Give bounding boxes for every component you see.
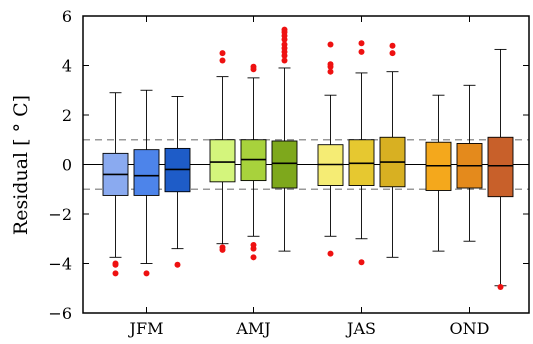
outlier-point xyxy=(250,66,257,73)
outlier-point xyxy=(327,68,334,75)
y-tick-label: 2 xyxy=(62,106,72,125)
outlier-point xyxy=(250,254,257,261)
outlier-point xyxy=(281,57,288,64)
outlier-point xyxy=(112,261,119,268)
y-tick-label: 0 xyxy=(62,156,72,175)
outlier-point xyxy=(389,42,396,49)
y-tick-label: −6 xyxy=(48,304,72,323)
outlier-point xyxy=(250,245,257,252)
outlier-point xyxy=(497,284,504,291)
box-ond-1 xyxy=(425,94,452,252)
outlier-point xyxy=(219,57,226,64)
box-jas-2 xyxy=(348,40,375,266)
outlier-point xyxy=(327,41,334,48)
box-jfm-3 xyxy=(164,95,191,268)
box-amj-2 xyxy=(240,63,267,261)
box-jfm-2 xyxy=(133,89,160,277)
box-amj-1 xyxy=(209,50,236,253)
box-body xyxy=(133,149,160,196)
y-tick-label: 6 xyxy=(62,7,72,26)
y-tick-label: −2 xyxy=(48,205,72,224)
outlier-point xyxy=(327,250,334,257)
outlier-point xyxy=(219,246,226,253)
outlier-point xyxy=(327,63,334,70)
y-tick-label: 4 xyxy=(62,57,72,76)
box-ond-3 xyxy=(487,48,514,291)
outlier-point xyxy=(174,261,181,268)
box-body xyxy=(209,139,236,183)
y-axis-label: Residual [ ° C] xyxy=(10,95,32,235)
x-tick-label: JFM xyxy=(128,319,164,338)
x-tick-label: OND xyxy=(450,319,490,338)
outlier-point xyxy=(143,270,150,277)
box-body xyxy=(487,136,514,198)
box-ond-2 xyxy=(456,84,483,242)
plot-frame xyxy=(82,15,530,314)
outlier-point xyxy=(281,36,288,43)
x-tick-label: AMJ xyxy=(235,319,270,338)
outlier-point xyxy=(112,270,119,277)
y-tick-label: −4 xyxy=(48,255,72,274)
x-tick-label: JAS xyxy=(345,319,376,338)
outlier-point xyxy=(358,259,365,266)
box-amj-3 xyxy=(271,26,298,252)
outlier-point xyxy=(358,48,365,55)
box-jas-3 xyxy=(379,42,406,258)
box-body xyxy=(271,140,298,189)
box-jfm-1 xyxy=(102,92,129,277)
boxes xyxy=(102,26,514,291)
outlier-point xyxy=(389,50,396,57)
box-jas-1 xyxy=(317,41,344,257)
outlier-point xyxy=(219,50,226,57)
outlier-point xyxy=(358,40,365,47)
outlier-point xyxy=(281,52,288,59)
